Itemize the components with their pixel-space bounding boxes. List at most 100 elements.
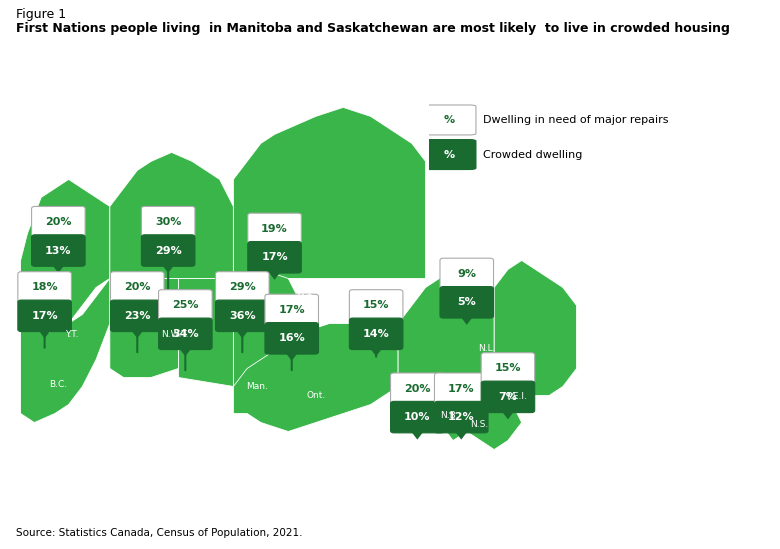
Text: N.W.T.: N.W.T. — [161, 330, 189, 339]
Text: N.S.: N.S. — [470, 421, 488, 429]
Text: 9%: 9% — [457, 269, 477, 279]
Text: 12%: 12% — [448, 412, 474, 422]
FancyBboxPatch shape — [422, 139, 476, 170]
FancyBboxPatch shape — [391, 401, 444, 433]
Text: 29%: 29% — [154, 245, 182, 255]
Text: First Nations people living  in Manitoba and Saskatchewan are most likely  to li: First Nations people living in Manitoba … — [16, 22, 729, 35]
Polygon shape — [480, 378, 508, 395]
FancyBboxPatch shape — [349, 318, 403, 350]
Polygon shape — [460, 316, 473, 325]
Polygon shape — [466, 386, 522, 450]
Polygon shape — [37, 329, 51, 338]
FancyBboxPatch shape — [111, 272, 164, 303]
Text: Que.: Que. — [395, 378, 416, 386]
Text: Source: Statistics Canada, Census of Population, 2021.: Source: Statistics Canada, Census of Pop… — [16, 528, 302, 538]
Polygon shape — [501, 410, 515, 419]
Text: Y.T.: Y.T. — [66, 330, 79, 339]
FancyBboxPatch shape — [265, 323, 318, 354]
Polygon shape — [369, 348, 383, 356]
Text: 20%: 20% — [45, 217, 72, 227]
Text: 13%: 13% — [45, 245, 72, 255]
Text: 17%: 17% — [261, 253, 288, 262]
Polygon shape — [110, 153, 233, 278]
Text: Man.: Man. — [246, 382, 268, 391]
Text: Crowded dwelling: Crowded dwelling — [483, 149, 582, 160]
Text: Alta.: Alta. — [140, 380, 161, 389]
Polygon shape — [233, 108, 426, 278]
Text: 29%: 29% — [229, 282, 256, 293]
Text: %: % — [444, 149, 455, 160]
FancyBboxPatch shape — [440, 258, 494, 290]
FancyBboxPatch shape — [349, 290, 403, 321]
Text: 16%: 16% — [278, 333, 305, 343]
Polygon shape — [110, 278, 179, 378]
Text: 17%: 17% — [278, 305, 305, 315]
Text: 5%: 5% — [457, 298, 476, 307]
Text: 23%: 23% — [124, 311, 151, 321]
FancyBboxPatch shape — [158, 290, 212, 321]
FancyBboxPatch shape — [422, 105, 476, 135]
Polygon shape — [495, 260, 576, 395]
FancyBboxPatch shape — [248, 213, 301, 245]
Text: B.C.: B.C. — [49, 380, 67, 389]
Text: Dwelling in need of major repairs: Dwelling in need of major repairs — [483, 115, 668, 125]
Text: N.L.: N.L. — [479, 344, 496, 352]
FancyBboxPatch shape — [141, 235, 195, 266]
FancyBboxPatch shape — [265, 294, 318, 326]
Text: P.E.I.: P.E.I. — [506, 392, 527, 401]
Text: Figure 1: Figure 1 — [16, 8, 66, 21]
Polygon shape — [179, 348, 192, 356]
Text: 34%: 34% — [172, 329, 199, 339]
FancyBboxPatch shape — [481, 353, 535, 384]
Polygon shape — [179, 278, 233, 386]
Text: 20%: 20% — [404, 384, 431, 394]
FancyBboxPatch shape — [141, 206, 195, 238]
Text: 17%: 17% — [31, 311, 58, 321]
FancyBboxPatch shape — [248, 242, 301, 273]
Text: 20%: 20% — [124, 282, 151, 293]
Polygon shape — [268, 271, 282, 280]
Text: Sask.: Sask. — [183, 395, 207, 405]
FancyBboxPatch shape — [31, 206, 85, 238]
Polygon shape — [455, 430, 468, 440]
Text: 14%: 14% — [363, 329, 389, 339]
Polygon shape — [398, 260, 495, 413]
Text: 25%: 25% — [172, 300, 199, 311]
Text: 17%: 17% — [448, 384, 474, 394]
Text: 18%: 18% — [31, 282, 58, 293]
FancyBboxPatch shape — [434, 401, 488, 433]
FancyBboxPatch shape — [215, 300, 269, 332]
Text: 36%: 36% — [229, 311, 256, 321]
FancyBboxPatch shape — [434, 373, 488, 405]
Text: 7%: 7% — [498, 392, 517, 402]
Polygon shape — [233, 323, 398, 432]
Text: 19%: 19% — [261, 224, 288, 234]
FancyBboxPatch shape — [440, 287, 494, 318]
Text: 10%: 10% — [404, 412, 431, 422]
Polygon shape — [20, 278, 110, 423]
Polygon shape — [130, 329, 144, 338]
FancyBboxPatch shape — [215, 272, 269, 303]
Text: Ont.: Ont. — [306, 391, 325, 400]
FancyBboxPatch shape — [481, 381, 535, 413]
FancyBboxPatch shape — [18, 272, 72, 303]
Polygon shape — [439, 386, 466, 440]
Text: N.B.: N.B. — [440, 411, 459, 420]
FancyBboxPatch shape — [158, 318, 212, 350]
Text: 15%: 15% — [495, 363, 521, 373]
FancyBboxPatch shape — [111, 300, 164, 332]
Polygon shape — [233, 270, 302, 395]
Polygon shape — [51, 264, 66, 273]
Polygon shape — [236, 329, 249, 338]
Text: %: % — [444, 115, 455, 125]
Text: 30%: 30% — [155, 217, 182, 227]
FancyBboxPatch shape — [18, 300, 72, 332]
Polygon shape — [285, 352, 299, 361]
Polygon shape — [20, 180, 110, 333]
FancyBboxPatch shape — [31, 235, 85, 266]
Text: 15%: 15% — [363, 300, 389, 311]
Polygon shape — [410, 430, 424, 440]
Text: Nvt.: Nvt. — [296, 292, 315, 301]
FancyBboxPatch shape — [391, 373, 444, 405]
Polygon shape — [161, 264, 175, 273]
